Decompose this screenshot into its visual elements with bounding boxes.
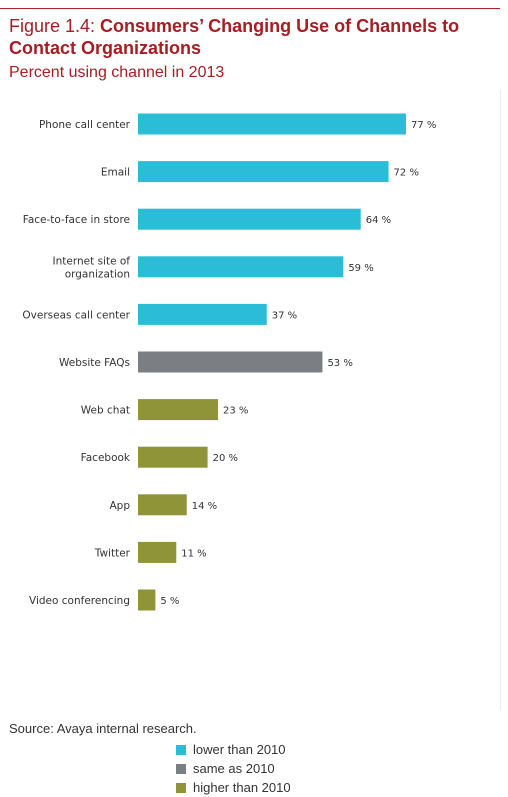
category-label: Website FAQs xyxy=(59,357,130,369)
legend-swatch xyxy=(176,763,186,774)
legend-item-same: same as 2010 xyxy=(176,759,291,778)
bar-0 xyxy=(138,113,406,135)
category-label: Face-to-face in store xyxy=(23,214,130,226)
figure-label: Figure 1.4: xyxy=(9,16,101,36)
category-label: Email xyxy=(101,167,130,179)
legend-swatch xyxy=(176,782,186,793)
category-label: Video conferencing xyxy=(29,595,130,607)
bar-chart: Phone call center 77 % Email 72 % Face-to-fa… xyxy=(22,113,436,611)
category-label: Internet site of organization xyxy=(53,255,131,280)
value-label: 14 % xyxy=(192,501,217,512)
category-label-line: Email xyxy=(101,167,130,179)
category-label-line: Video conferencing xyxy=(29,595,130,607)
value-label: 59 % xyxy=(348,263,373,274)
value-label: 20 % xyxy=(213,453,238,464)
bar-1 xyxy=(138,161,389,183)
bar-7 xyxy=(138,446,208,468)
bar-2 xyxy=(138,208,361,230)
category-label: Twitter xyxy=(94,547,131,559)
value-label: 23 % xyxy=(223,406,248,417)
category-label: Phone call center xyxy=(39,119,131,131)
value-label: 77 % xyxy=(411,120,436,131)
bar-6 xyxy=(138,399,219,421)
figure-title: Figure 1.4: Consumers’ Changing Use of C… xyxy=(9,15,504,59)
legend-label: lower than 2010 xyxy=(193,742,286,757)
category-label-line: organization xyxy=(65,268,130,280)
bar-8 xyxy=(138,494,187,516)
value-label: 11 % xyxy=(181,548,206,559)
bar-3 xyxy=(138,256,344,278)
category-label: Overseas call center xyxy=(22,309,130,321)
value-label: 37 % xyxy=(272,310,297,321)
chart-frame: Phone call center 77 % Email 72 % Face-to-fa… xyxy=(0,90,501,795)
bar-5 xyxy=(138,351,323,373)
source-note: Source: Avaya internal research. xyxy=(9,721,197,736)
legend-label: higher than 2010 xyxy=(193,780,291,795)
legend-label: same as 2010 xyxy=(193,761,275,776)
value-label: 64 % xyxy=(366,215,391,226)
category-label: App xyxy=(109,500,130,512)
value-label: 5 % xyxy=(160,596,179,607)
figure-title-text: Consumers’ Changing Use of Channels to C… xyxy=(9,16,460,58)
category-label-line: Website FAQs xyxy=(59,357,130,369)
category-label-line: Phone call center xyxy=(39,119,131,131)
category-label-line: Overseas call center xyxy=(22,309,130,321)
category-label: Facebook xyxy=(81,452,131,464)
category-label-line: Facebook xyxy=(81,452,131,464)
legend-item-lower: lower than 2010 xyxy=(176,740,291,759)
legend-swatch xyxy=(176,744,186,755)
category-label-line: Web chat xyxy=(81,405,130,417)
figure-subtitle: Percent using channel in 2013 xyxy=(9,64,225,81)
category-label-line: Face-to-face in store xyxy=(23,214,130,226)
value-label: 72 % xyxy=(394,168,419,179)
category-label: Web chat xyxy=(81,405,130,417)
bar-9 xyxy=(138,541,177,563)
value-label: 53 % xyxy=(327,358,352,369)
category-label-line: App xyxy=(109,500,130,512)
category-label-line: Twitter xyxy=(94,547,131,559)
bar-4 xyxy=(138,303,267,325)
top-rule xyxy=(0,8,500,9)
legend: lower than 2010 same as 2010 higher than 2… xyxy=(176,740,291,797)
bar-10 xyxy=(138,589,156,611)
legend-item-higher: higher than 2010 xyxy=(176,778,291,797)
category-label-line: Internet site of xyxy=(53,255,131,267)
